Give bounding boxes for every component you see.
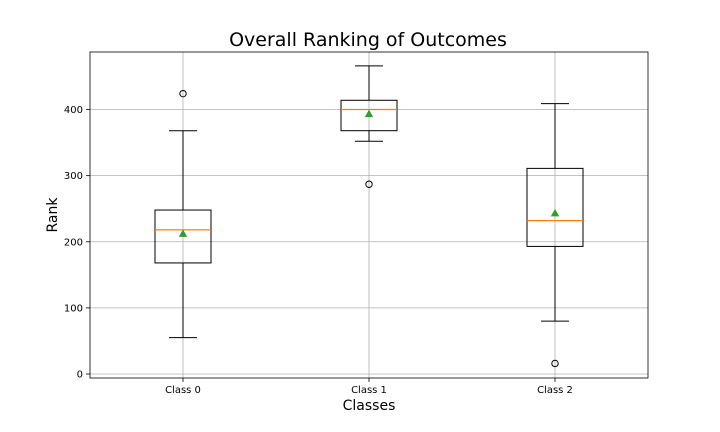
mean-marker	[178, 229, 188, 237]
outlier-point	[365, 180, 373, 188]
x-tick-label: Class 2	[537, 385, 573, 396]
y-tick-label: 400	[64, 105, 83, 116]
x-axis-label: Classes	[343, 398, 396, 414]
mean-marker	[550, 208, 560, 217]
box-group-class-2	[526, 103, 584, 368]
y-tick-label: 200	[64, 237, 83, 248]
x-tick-label: Class 1	[351, 385, 387, 396]
y-tick-label: 100	[64, 303, 83, 314]
box-group-class-1	[340, 65, 398, 188]
iqr-box	[340, 99, 398, 132]
axis-ticks: 0 100 200 300 400 Class 0 Class 1 Class 2	[64, 105, 573, 396]
y-tick-label: 0	[77, 370, 83, 381]
grid-lines	[90, 52, 648, 378]
y-axis-label: Rank	[45, 197, 61, 233]
mean-marker	[364, 109, 374, 118]
chart-title: Overall Ranking of Outcomes	[229, 29, 507, 51]
iqr-box	[526, 167, 584, 247]
iqr-box	[154, 209, 212, 264]
outlier-point	[551, 359, 559, 368]
outlier-point	[179, 89, 187, 98]
y-tick-label: 300	[64, 171, 83, 182]
boxes-layer	[154, 65, 584, 368]
x-tick-label: Class 0	[165, 385, 201, 396]
box-group-class-0	[154, 89, 212, 339]
